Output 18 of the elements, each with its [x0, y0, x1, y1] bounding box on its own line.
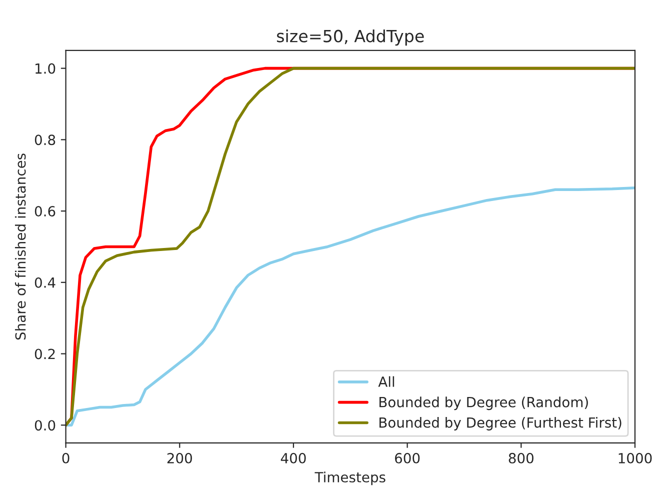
y-tick-label: 1.0 — [36, 63, 56, 74]
y-tick-label: 0.8 — [34, 134, 56, 146]
legend-label: All — [378, 376, 394, 387]
x-tick-label: 600 — [395, 452, 420, 464]
x-tick-label: 0 — [62, 452, 70, 464]
y-axis-title: Share of finished instances — [14, 154, 26, 340]
x-tick-label: 800 — [508, 452, 534, 464]
y-tick-label: 0.6 — [34, 206, 56, 217]
x-tick-label: 400 — [280, 452, 306, 464]
x-axis-title: Timesteps — [314, 472, 386, 486]
y-tick-label: 0.2 — [34, 348, 55, 360]
legend-label: Bounded by Degree (Furthest First) — [380, 417, 622, 430]
x-tick-label: 200 — [167, 452, 192, 464]
x-tick-label: 1000 — [618, 452, 652, 464]
y-tick-label: 0.4 — [34, 277, 56, 288]
y-tick-label: 0.0 — [34, 420, 56, 431]
legend-label: Bounded by Degree (Random) — [380, 396, 588, 410]
chart-title: size=50, AddType — [276, 29, 424, 46]
